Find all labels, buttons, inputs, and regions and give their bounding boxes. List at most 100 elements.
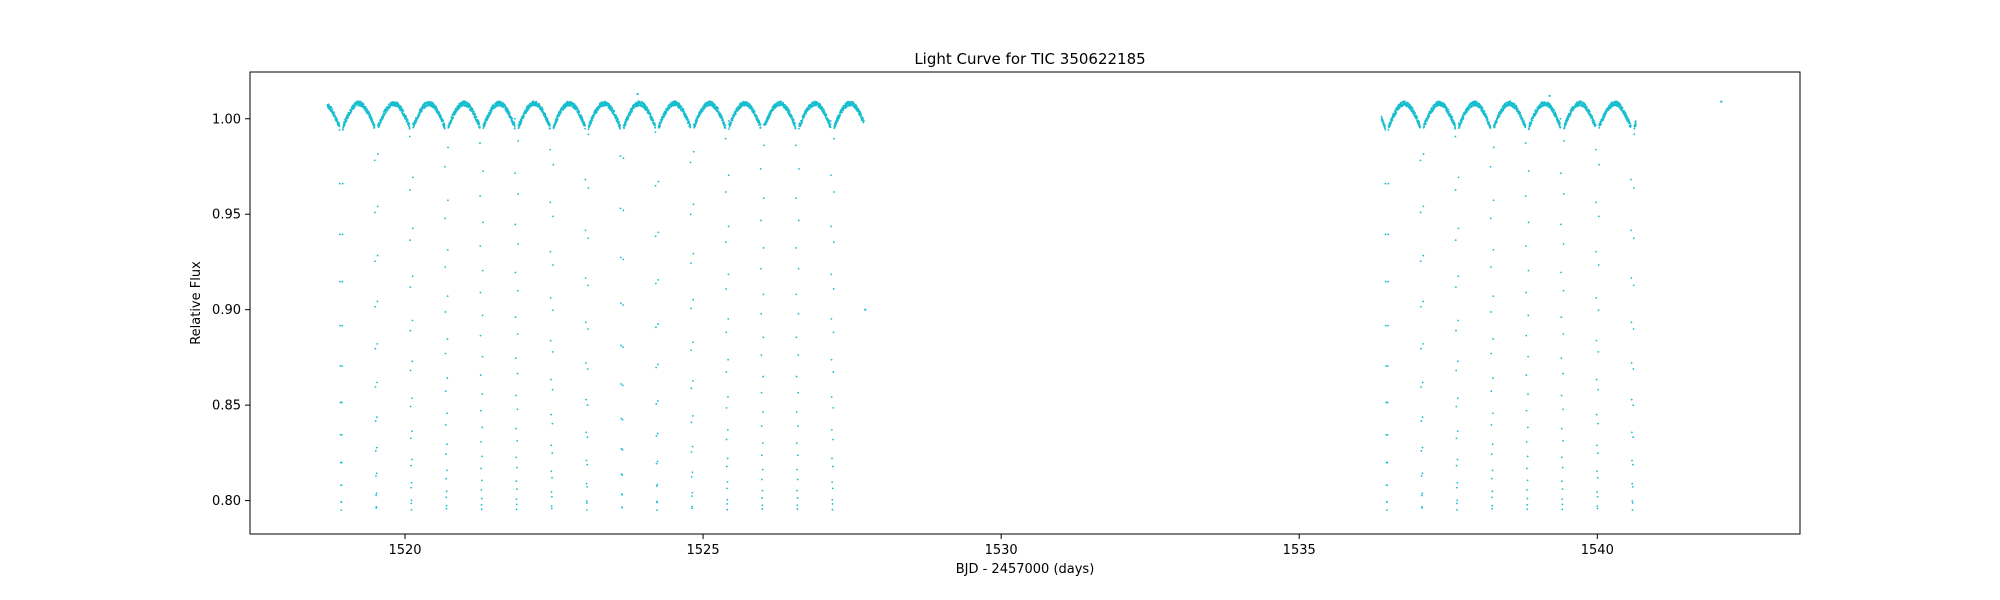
- data-point: [691, 471, 694, 474]
- data-point: [690, 475, 693, 478]
- data-point: [377, 126, 380, 128]
- data-point: [1489, 165, 1492, 168]
- data-point: [760, 312, 763, 315]
- data-point: [832, 288, 835, 290]
- data-point: [731, 117, 734, 120]
- data-point: [1386, 433, 1389, 436]
- data-point: [1492, 199, 1495, 202]
- data-point: [409, 239, 411, 242]
- data-point: [1445, 106, 1448, 109]
- data-point: [369, 113, 372, 116]
- data-point: [1567, 118, 1570, 121]
- data-point: [690, 451, 693, 453]
- data-point: [383, 114, 386, 117]
- data-point: [482, 221, 484, 224]
- data-point: [362, 103, 365, 106]
- data-point: [375, 494, 377, 497]
- data-point: [798, 168, 800, 170]
- data-point: [798, 127, 800, 130]
- data-point: [1526, 426, 1529, 429]
- data-point: [1555, 115, 1558, 118]
- data-point: [1524, 195, 1527, 198]
- data-point: [1447, 108, 1450, 111]
- data-point: [655, 326, 657, 329]
- data-point: [1560, 427, 1563, 430]
- data-point: [526, 109, 529, 112]
- data-point: [726, 503, 728, 505]
- data-point: [553, 126, 555, 129]
- data-point: [1525, 291, 1527, 294]
- data-point: [504, 104, 506, 106]
- data-point: [1523, 120, 1526, 123]
- data-point: [330, 106, 333, 109]
- data-point: [784, 104, 786, 106]
- data-point: [655, 435, 658, 437]
- data-point: [1387, 280, 1389, 283]
- data-point: [481, 355, 484, 358]
- data-point: [341, 233, 344, 236]
- data-point: [550, 505, 553, 508]
- data-point: [479, 142, 481, 144]
- data-point: [1456, 499, 1459, 502]
- data-point: [691, 507, 693, 510]
- data-point: [1419, 260, 1422, 263]
- data-point: [1562, 243, 1565, 245]
- data-point: [1526, 497, 1529, 500]
- data-point: [1561, 503, 1564, 506]
- data-point: [1384, 233, 1387, 236]
- data-point: [796, 468, 798, 471]
- data-point: [660, 119, 663, 122]
- data-point: [1561, 466, 1564, 469]
- data-point: [481, 426, 484, 429]
- data-point: [581, 118, 584, 120]
- data-point: [483, 123, 486, 126]
- data-point: [792, 119, 795, 121]
- data-point: [1496, 120, 1498, 123]
- data-point: [1454, 126, 1457, 129]
- data-point: [518, 125, 521, 128]
- data-point: [338, 128, 341, 131]
- data-point: [374, 385, 377, 388]
- data-point: [690, 307, 692, 310]
- data-point: [446, 377, 449, 379]
- data-point: [791, 115, 794, 118]
- data-point: [797, 354, 800, 356]
- data-point: [1394, 110, 1397, 112]
- data-point: [795, 442, 798, 444]
- data-point: [341, 401, 343, 404]
- data-point: [514, 357, 517, 360]
- data-point: [1562, 193, 1565, 195]
- data-point: [341, 182, 344, 185]
- data-point: [1588, 109, 1591, 112]
- data-point: [1531, 119, 1534, 122]
- data-point: [682, 108, 685, 111]
- data-point: [421, 109, 423, 112]
- data-point: [1458, 125, 1461, 128]
- data-point: [585, 459, 588, 462]
- data-point: [1585, 106, 1588, 108]
- data-point: [830, 273, 833, 276]
- data-point: [696, 119, 699, 122]
- data-point: [1525, 334, 1528, 337]
- data-point: [444, 266, 447, 268]
- data-point: [860, 113, 862, 116]
- data-point: [376, 300, 379, 303]
- data-point: [689, 123, 692, 126]
- data-point: [1526, 503, 1529, 506]
- data-point: [515, 498, 518, 501]
- data-point: [336, 118, 339, 121]
- data-point: [656, 432, 659, 435]
- data-point: [374, 305, 377, 308]
- data-point: [586, 368, 589, 370]
- data-point: [410, 464, 412, 467]
- data-point: [339, 365, 342, 367]
- data-point: [796, 504, 799, 507]
- data-point: [803, 114, 806, 117]
- data-point: [541, 107, 544, 109]
- data-point: [373, 124, 376, 126]
- data-point: [448, 124, 451, 127]
- data-point: [701, 110, 704, 113]
- data-point: [622, 258, 625, 261]
- data-point: [552, 264, 554, 266]
